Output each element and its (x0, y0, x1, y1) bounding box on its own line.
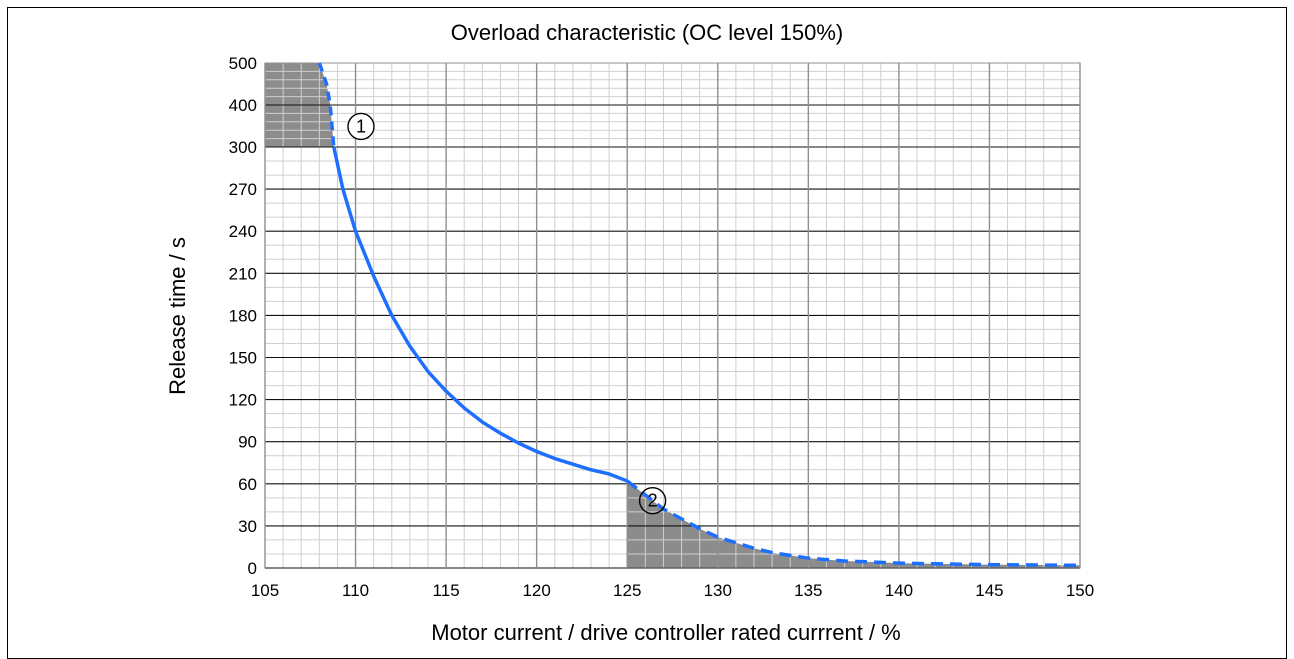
x-axis-label: Motor current / drive controller rated c… (431, 620, 901, 645)
x-tick-label: 140 (885, 581, 913, 600)
callout-label: 2 (648, 491, 658, 511)
x-tick-label: 135 (794, 581, 822, 600)
x-tick-label: 130 (704, 581, 732, 600)
shaded-region-2 (627, 480, 1080, 568)
callout-circle (347, 112, 375, 141)
y-axis-label: Release time / s (165, 237, 190, 395)
callouts: 12 (347, 112, 667, 515)
x-tick-label: 110 (342, 581, 369, 600)
y-tick-label: 150 (229, 349, 257, 368)
chart-title: Overload characteristic (OC level 150%) (451, 20, 843, 45)
ticks: 0 30 60 90 120 150 180 210 240 270 300 400 500 105 110… (229, 54, 1095, 600)
y-tick-label: 120 (229, 391, 257, 410)
x-tick-label: 150 (1066, 581, 1094, 600)
y-tick-label: 180 (229, 306, 257, 325)
y-tick-label: 60 (238, 475, 257, 494)
plot-border (264, 62, 1081, 569)
curve-dashed-high (317, 62, 336, 148)
y-tick-label: 30 (238, 517, 257, 536)
callout-label: 1 (356, 116, 366, 136)
curve-solid (332, 146, 628, 483)
x-tick-label: 105 (251, 581, 279, 600)
x-tick-label: 120 (522, 581, 550, 600)
y-tick-label: 210 (229, 264, 257, 283)
y-tick-label: 300 (229, 138, 257, 157)
grid (264, 62, 1081, 569)
x-tick-label: 115 (433, 581, 460, 600)
y-tick-label: 240 (229, 222, 257, 241)
x-tick-label: 145 (975, 581, 1003, 600)
y-tick-label: 500 (229, 54, 257, 73)
y-tick-label: 400 (229, 96, 257, 115)
y-tick-label: 0 (248, 559, 257, 578)
y-tick-label: 90 (238, 433, 257, 452)
curve (317, 62, 1080, 567)
callout-circle (638, 486, 667, 515)
y-tick-label: 270 (229, 180, 257, 199)
x-tick-label: 125 (613, 581, 641, 600)
